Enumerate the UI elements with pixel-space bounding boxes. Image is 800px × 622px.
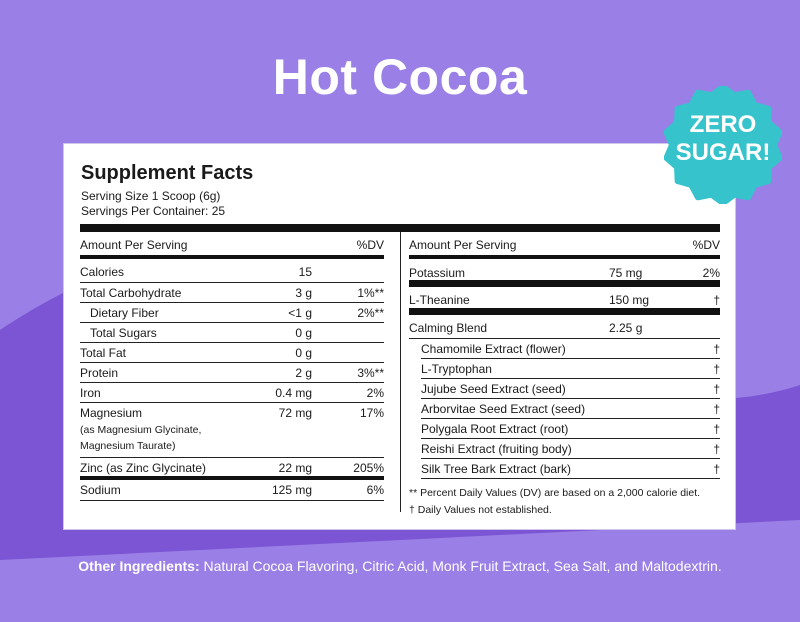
nutrient-amount: 125 mg: [271, 483, 312, 497]
blend-item-dv: †: [713, 362, 720, 376]
blend-item: Reishi Extract (fruiting body) †: [421, 439, 720, 459]
column-divider: [400, 232, 401, 512]
nutrient-amount: 150 mg: [609, 293, 650, 307]
nutrient-amount: 72 mg: [278, 406, 312, 420]
blend-item-name: L-Tryptophan: [421, 362, 492, 376]
nutrient-amount: 0 g: [295, 326, 312, 340]
right-header-label: Amount Per Serving: [409, 238, 517, 252]
blend-item: Silk Tree Bark Extract (bark) †: [421, 459, 720, 479]
blend-item-name: Arborvitae Seed Extract (seed): [421, 402, 586, 416]
nutrient-row: Zinc (as Zinc Glycinate) 22 mg 205%: [80, 458, 384, 480]
blend-item-dv: †: [713, 442, 720, 456]
product-title: Hot Cocoa: [272, 49, 528, 105]
nutrient-row: Protein 2 g 3%**: [80, 363, 384, 383]
footnote-dv: ** Percent Daily Values (DV) are based o…: [409, 487, 701, 499]
blend-item-name: Silk Tree Bark Extract (bark): [421, 462, 572, 476]
blend-item-dv: †: [713, 382, 720, 396]
nutrient-amount: 15: [298, 265, 312, 279]
blend-item: Chamomile Extract (flower) †: [421, 339, 720, 359]
facts-heading: Supplement Facts: [81, 162, 254, 184]
nutrient-dv: 205%: [353, 461, 384, 475]
nutrient-row: Total Fat 0 g: [80, 343, 384, 363]
left-header-label: Amount Per Serving: [80, 238, 188, 252]
blend-item: Polygala Root Extract (root) †: [421, 419, 720, 439]
nutrient-name: Dietary Fiber: [90, 306, 159, 320]
blend-item-name: Chamomile Extract (flower): [421, 342, 566, 356]
blend-item-dv: †: [713, 342, 720, 356]
servings-per-container: Servings Per Container: 25: [81, 204, 226, 218]
left-column: Amount Per Serving %DV Calories 15 Total…: [80, 232, 384, 501]
left-header-dv: %DV: [356, 238, 384, 252]
nutrient-note: (as Magnesium Glycinate,: [80, 424, 202, 436]
right-column: Amount Per Serving %DV Potassium 75 mg 2…: [409, 232, 720, 479]
nutrient-name: Protein: [80, 366, 119, 380]
nutrient-name: Calories: [80, 265, 125, 279]
badge-line-2: SUGAR!: [675, 139, 771, 166]
nutrient-amount: <1 g: [288, 306, 312, 320]
nutrient-dv: 17%: [359, 406, 384, 420]
nutrient-name: Potassium: [409, 266, 466, 280]
badge-line-1: ZERO: [689, 111, 757, 138]
right-header-dv: %DV: [692, 238, 720, 252]
serving-size: Serving Size 1 Scoop (6g): [81, 189, 221, 203]
nutrient-row: Potassium 75 mg 2%: [409, 259, 720, 287]
blend-item-dv: †: [713, 402, 720, 416]
badge-seal-icon: [664, 86, 782, 204]
nutrient-name: Calming Blend: [409, 321, 488, 335]
nutrient-name: L-Theanine: [409, 293, 470, 307]
nutrient-row: Iron 0.4 mg 2%: [80, 383, 384, 403]
other-ingredients: Other Ingredients: Natural Cocoa Flavori…: [0, 558, 800, 574]
other-ingredients-label: Other Ingredients:: [78, 558, 200, 574]
nutrient-dv: 3%**: [357, 366, 384, 380]
blend-item: Arborvitae Seed Extract (seed) †: [421, 399, 720, 419]
nutrient-dv: †: [713, 293, 720, 307]
nutrient-amount: 3 g: [295, 286, 312, 300]
nutrient-amount: 2.25 g: [609, 321, 643, 335]
calming-blend-list: Chamomile Extract (flower) † L-Tryptopha…: [421, 339, 720, 479]
top-divider-bar: [80, 224, 720, 232]
left-header-row: Amount Per Serving %DV: [80, 232, 384, 259]
nutrient-name: Total Fat: [80, 346, 127, 360]
supplement-facts-panel: Supplement Facts Serving Size 1 Scoop (6…: [63, 143, 736, 530]
nutrient-amount: 22 mg: [278, 461, 312, 475]
nutrient-dv: 6%: [366, 483, 384, 497]
nutrient-row: Sodium 125 mg 6%: [80, 480, 384, 501]
right-header-row: Amount Per Serving %DV: [409, 232, 720, 259]
nutrient-amount: 0 g: [295, 346, 312, 360]
nutrient-dv: 1%**: [357, 286, 384, 300]
blend-item: Jujube Seed Extract (seed) †: [421, 379, 720, 399]
zero-sugar-badge: ZERO SUGAR!: [664, 86, 782, 204]
nutrient-amount: 2 g: [295, 366, 312, 380]
nutrient-amount: 0.4 mg: [275, 386, 312, 400]
blend-item-name: Jujube Seed Extract (seed): [421, 382, 566, 396]
nutrient-name: Total Carbohydrate: [80, 286, 182, 300]
nutrient-name: Iron: [80, 386, 101, 400]
footnote-dagger: † Daily Values not established.: [409, 504, 552, 516]
nutrient-dv: 2%: [702, 266, 720, 280]
nutrient-name: Zinc (as Zinc Glycinate): [80, 461, 207, 475]
nutrient-row: Dietary Fiber <1 g 2%**: [80, 303, 384, 323]
nutrient-row: Calories 15: [80, 262, 384, 283]
nutrient-name: Magnesium: [80, 406, 143, 420]
nutrient-name: Total Sugars: [90, 326, 157, 340]
nutrient-dv: 2%**: [357, 306, 384, 320]
blend-item-name: Reishi Extract (fruiting body): [421, 442, 572, 456]
blend-item-name: Polygala Root Extract (root): [421, 422, 569, 436]
nutrient-row: Magnesium 72 mg 17% (as Magnesium Glycin…: [80, 403, 384, 458]
other-ingredients-text: Natural Cocoa Flavoring, Citric Acid, Mo…: [199, 558, 722, 574]
nutrient-dv: 2%: [366, 386, 384, 400]
nutrient-name: Sodium: [80, 483, 121, 497]
nutrient-row: Total Carbohydrate 3 g 1%**: [80, 283, 384, 303]
blend-item-dv: †: [713, 422, 720, 436]
nutrient-amount: 75 mg: [609, 266, 643, 280]
nutrient-row: Total Sugars 0 g: [80, 323, 384, 343]
nutrient-row: L-Theanine 150 mg †: [409, 287, 720, 315]
nutrient-note: Magnesium Taurate): [80, 440, 176, 452]
blend-item: L-Tryptophan †: [421, 359, 720, 379]
nutrient-row: Calming Blend 2.25 g: [409, 315, 720, 339]
blend-item-dv: †: [713, 462, 720, 476]
